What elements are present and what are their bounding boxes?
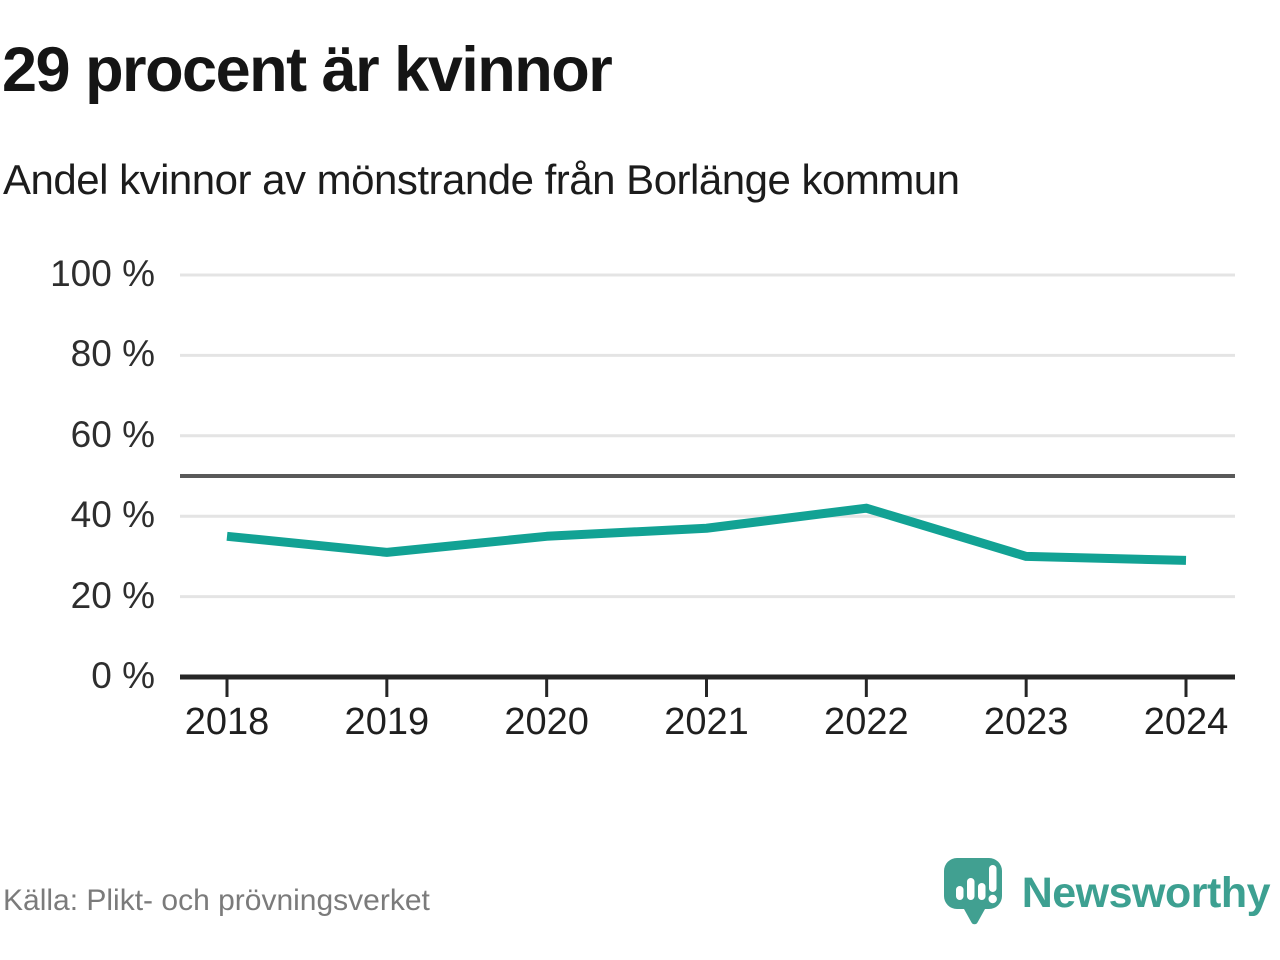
- y-axis-label-40: 40 %: [70, 494, 155, 536]
- x-axis-label-2018: 2018: [184, 701, 270, 743]
- y-axis-label-20: 20 %: [70, 574, 155, 616]
- x-axis-label-2021: 2021: [664, 701, 749, 743]
- source-caption: Källa: Plikt- och prövningsverket: [3, 884, 430, 917]
- x-axis-label-2024: 2024: [1143, 701, 1229, 743]
- y-axis-label-60: 60 %: [70, 413, 155, 455]
- x-axis-label-2019: 2019: [344, 701, 430, 743]
- chart-subtitle: Andel kvinnor av mönstrande från Borläng…: [3, 156, 960, 203]
- brand-name: Newsworthy: [1021, 868, 1271, 917]
- chart-title: 29 procent är kvinnor: [2, 35, 613, 105]
- y-axis-label-100: 100 %: [50, 253, 155, 295]
- brand-lockup: Newsworthy: [943, 858, 1271, 928]
- x-axis-label-2020: 2020: [504, 701, 589, 743]
- data-line-andel-kvinnor: [226, 503, 1187, 565]
- y-axis-label-0: 0 %: [91, 655, 155, 697]
- x-axis-label-2022: 2022: [824, 701, 909, 743]
- x-axis-label-2023: 2023: [983, 701, 1069, 743]
- y-axis-label-80: 80 %: [70, 333, 155, 375]
- newsworthy-logo-icon: [943, 858, 1002, 925]
